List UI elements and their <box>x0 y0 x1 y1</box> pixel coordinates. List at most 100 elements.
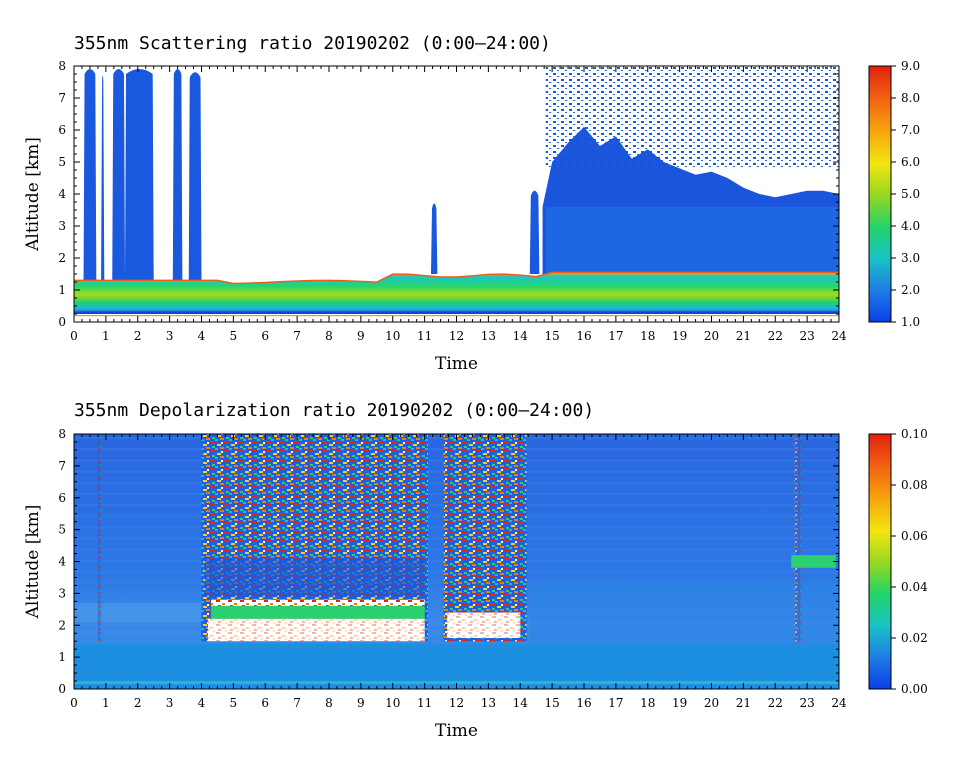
x-tick-label: 12 <box>449 696 464 710</box>
y-tick-label: 6 <box>58 123 66 137</box>
near-ground-layer <box>74 681 839 685</box>
x-tick-label: 18 <box>640 696 655 710</box>
x-tick-label: 10 <box>385 696 400 710</box>
colorbar-tick-label: 9.0 <box>901 59 920 73</box>
plot-area <box>74 434 839 689</box>
y-tick-label: 4 <box>58 555 66 569</box>
colorbar-tick-label: 4.0 <box>901 219 920 233</box>
plot-area <box>74 66 839 322</box>
x-tick-label: 1 <box>102 696 110 710</box>
chart-panel-1: 0 1 2 3 4 5 6 7 8 9 10 11 12 13 14 15 16 17 18 19 20 21 22 23 24… <box>23 33 920 374</box>
x-tick-label: 18 <box>640 329 655 343</box>
aerosol-band <box>529 583 839 645</box>
colorbar-tick-label: 1.0 <box>901 315 920 329</box>
x-tick-label: 22 <box>768 329 783 343</box>
cloud-column <box>172 69 183 281</box>
x-tick-label: 0 <box>70 329 78 343</box>
x-tick-label: 17 <box>608 329 623 343</box>
y-tick-label: 7 <box>58 91 66 105</box>
chart-title: 355nm Depolarization ratio 20190202 (0:0… <box>74 400 594 421</box>
aerosol-band <box>74 602 202 623</box>
x-tick-label: 7 <box>293 696 301 710</box>
x-tick-label: 10 <box>385 329 400 343</box>
x-tick-label: 19 <box>672 696 687 710</box>
colorbar-tick-label: 0.06 <box>901 529 928 543</box>
x-tick-label: 1 <box>102 329 110 343</box>
cloud-column <box>188 72 202 281</box>
colorbar <box>868 433 892 690</box>
x-tick-label: 9 <box>357 696 365 710</box>
y-tick-label: 2 <box>58 251 66 265</box>
colorbar-tick-label: 3.0 <box>901 251 920 265</box>
y-tick-label: 5 <box>58 155 66 169</box>
y-tick-label: 0 <box>58 315 66 329</box>
x-tick-label: 23 <box>799 329 814 343</box>
x-tick-label: 13 <box>481 696 496 710</box>
x-tick-label: 2 <box>134 329 142 343</box>
y-tick-label: 5 <box>58 523 66 537</box>
boundary-layer <box>74 272 839 313</box>
x-tick-label: 4 <box>198 329 206 343</box>
x-tick-label: 15 <box>544 329 559 343</box>
y-tick-label: 3 <box>58 586 66 600</box>
colorbar-tick-label: 7.0 <box>901 123 920 137</box>
x-tick-label: 24 <box>831 329 847 343</box>
high-depolarization-region <box>443 434 527 642</box>
y-tick-label: 1 <box>58 283 66 297</box>
x-tick-label: 17 <box>608 696 623 710</box>
cloud-column <box>112 69 125 281</box>
saturated-edge <box>207 618 425 642</box>
x-axis-label: Time <box>435 721 478 741</box>
x-tick-label: 7 <box>293 329 301 343</box>
x-tick-label: 6 <box>261 329 269 343</box>
x-tick-label: 15 <box>544 696 559 710</box>
x-tick-label: 20 <box>704 329 719 343</box>
y-tick-label: 3 <box>58 219 66 233</box>
chart-panel-2: 0 1 2 3 4 5 6 7 8 9 10 11 12 13 14 15 16 17 18 19 20 21 22 23 24… <box>23 400 928 741</box>
x-tick-label: 21 <box>736 329 751 343</box>
local-maximum <box>791 555 836 568</box>
y-tick-label: 4 <box>58 187 66 201</box>
x-tick-label: 23 <box>799 696 814 710</box>
y-tick-label: 1 <box>58 650 66 664</box>
x-tick-label: 24 <box>831 696 847 710</box>
colorbar-tick-label: 0.00 <box>901 682 928 696</box>
cloud-column <box>529 190 540 274</box>
boundary-layer <box>74 644 839 685</box>
x-tick-label: 5 <box>230 329 238 343</box>
colorbar-tick-label: 2.0 <box>901 283 920 297</box>
x-tick-label: 13 <box>481 329 496 343</box>
x-tick-label: 11 <box>417 696 432 710</box>
x-tick-label: 9 <box>357 329 365 343</box>
y-tick-label: 8 <box>58 59 66 73</box>
x-tick-label: 21 <box>736 696 751 710</box>
x-tick-label: 8 <box>325 696 333 710</box>
colorbar-tick-label: 5.0 <box>901 187 920 201</box>
saturated-edge <box>446 612 521 638</box>
y-tick-label: 8 <box>58 427 66 441</box>
x-tick-label: 11 <box>417 329 432 343</box>
cloud-speckle <box>545 66 839 169</box>
streak-column <box>794 434 801 642</box>
x-tick-label: 0 <box>70 696 78 710</box>
x-tick-label: 3 <box>166 696 174 710</box>
y-tick-label: 7 <box>58 459 66 473</box>
low-depolarization-gap <box>204 558 425 597</box>
colorbar-tick-label: 0.08 <box>901 478 928 492</box>
x-axis-label: Time <box>435 354 478 374</box>
y-axis-label: Altitude [km] <box>23 505 43 620</box>
colorbar-tick-label: 0.02 <box>901 631 928 645</box>
x-tick-label: 14 <box>513 329 529 343</box>
y-tick-label: 6 <box>58 491 66 505</box>
x-tick-label: 16 <box>576 696 591 710</box>
x-tick-label: 12 <box>449 329 464 343</box>
cloud-column <box>83 69 97 281</box>
boundary-layer-top <box>74 271 839 285</box>
y-tick-label: 0 <box>58 682 66 696</box>
moderate-depolarization-edge <box>211 599 425 606</box>
x-tick-label: 22 <box>768 696 783 710</box>
x-tick-label: 14 <box>513 696 529 710</box>
x-tick-label: 19 <box>672 329 687 343</box>
y-axis-label: Altitude [km] <box>23 137 43 252</box>
cloud-column <box>431 203 438 274</box>
